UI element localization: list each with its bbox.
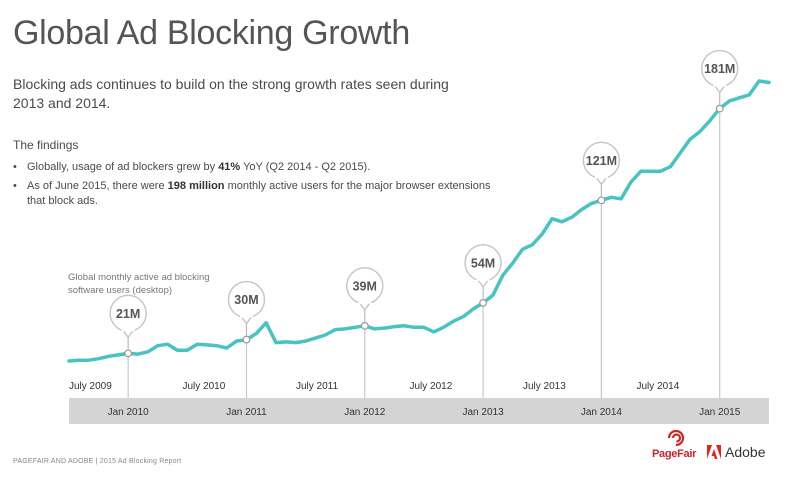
finding-item-2: • As of June 2015, there were 198 millio… (13, 179, 493, 209)
pagefair-wordmark: PageFair (652, 448, 697, 460)
x-tick-label-upper: July 2011 (296, 381, 339, 392)
finding-item-1: • Globally, usage of ad blockers grew by… (13, 160, 493, 175)
x-tick-label-lower: Jan 2010 (108, 407, 150, 418)
x-tick-label-lower: Jan 2012 (344, 407, 386, 418)
pagefair-logo: PageFair (652, 428, 696, 466)
data-point-marker (715, 104, 724, 113)
data-label: 54M (471, 256, 495, 270)
adobe-mark-icon (707, 445, 721, 459)
chart-y-label: Global monthly active ad blocking softwa… (68, 272, 210, 296)
data-label: 39M (353, 279, 377, 293)
data-point-marker (242, 335, 251, 344)
findings-section: The findings • Globally, usage of ad blo… (13, 138, 493, 213)
data-point-marker (479, 298, 487, 307)
footer-note: PAGEFAIR AND ADOBE | 2015 Ad Blocking Re… (13, 458, 182, 465)
data-label: 30M (234, 293, 258, 307)
x-tick-label-upper: July 2009 (69, 381, 112, 392)
x-tick-label-upper: July 2013 (523, 381, 566, 392)
findings-list: • Globally, usage of ad blockers grew by… (13, 160, 493, 209)
x-tick-label-upper: July 2012 (410, 381, 453, 392)
x-tick-label-upper: July 2010 (183, 381, 226, 392)
adobe-logo: Adobe (707, 442, 765, 462)
finding-2-text-end: monthly active users for the major brows… (27, 180, 491, 207)
x-tick-label-lower: Jan 2014 (581, 407, 623, 418)
finding-1-text: Globally, usage of ad blockers grew by (27, 161, 219, 173)
callout-pointer-mask (594, 174, 608, 179)
data-label: 21M (116, 307, 140, 321)
finding-1-highlight: 41% (218, 161, 241, 173)
data-point-marker (597, 196, 606, 205)
adobe-wordmark: Adobe (725, 444, 766, 460)
callout-pointer-mask (121, 327, 135, 332)
callout-pointer-mask (239, 313, 253, 318)
series-line (67, 79, 771, 363)
callout-pointer-mask (476, 276, 490, 281)
pagefair-mark-icon (667, 429, 685, 447)
callout-pointer-mask (358, 299, 372, 304)
data-point-marker (360, 321, 369, 330)
data-label: 121M (586, 154, 617, 168)
bullet-icon: • (13, 161, 17, 173)
bullet-icon: • (13, 180, 17, 192)
findings-heading: The findings (13, 138, 79, 152)
page-title: Global Ad Blocking Growth (13, 14, 410, 52)
finding-2-text: As of June 2015, there were (27, 180, 168, 192)
x-tick-label-lower: Jan 2015 (699, 407, 741, 418)
finding-1-text-end: YoY (Q2 2014 - Q2 2015). (240, 161, 371, 173)
data-label: 181M (704, 62, 735, 76)
x-tick-label-upper: July 2014 (637, 381, 680, 392)
page-subtitle: Blocking ads continues to build on the s… (13, 76, 449, 111)
x-tick-label-lower: Jan 2013 (463, 407, 505, 418)
x-tick-label-lower: Jan 2011 (226, 407, 267, 418)
data-point-marker (124, 349, 133, 358)
callout-pointer-mask (713, 82, 727, 87)
finding-2-highlight: 198 million (167, 180, 225, 192)
x-axis-band (69, 398, 769, 424)
